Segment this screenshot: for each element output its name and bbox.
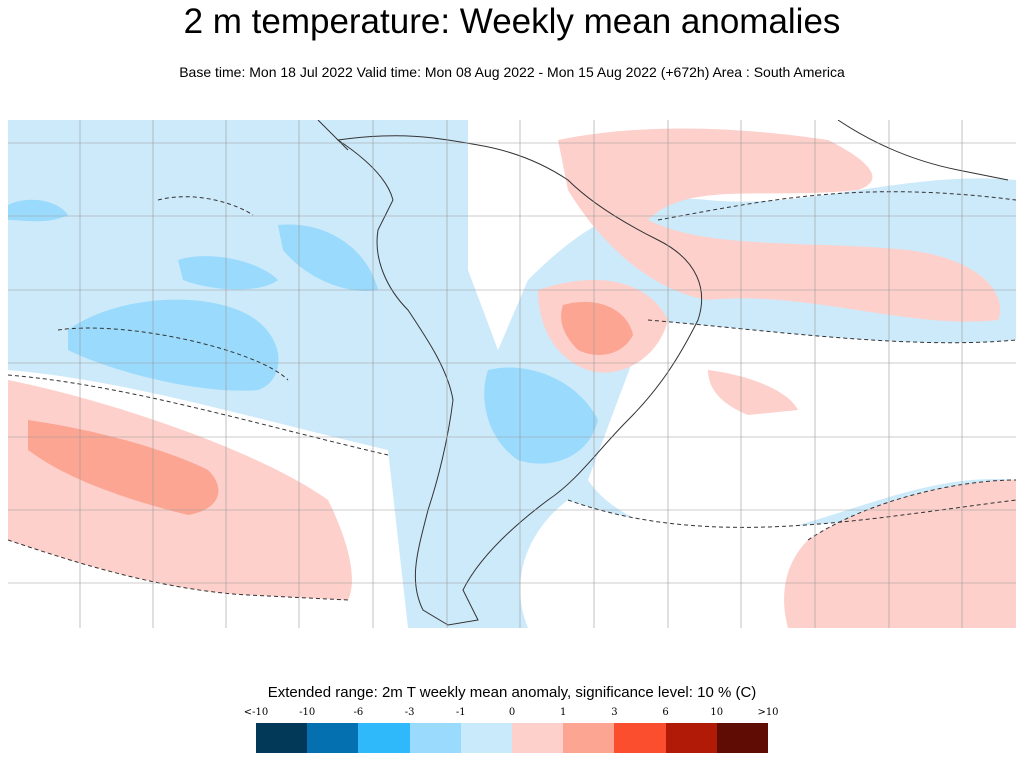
cold-anomaly bbox=[278, 224, 378, 291]
legend-swatch bbox=[563, 723, 615, 753]
map-title: 2 m temperature: Weekly mean anomalies bbox=[183, 2, 841, 41]
legend-tick-label: -10 bbox=[299, 707, 316, 718]
central-america-outline bbox=[317, 120, 1009, 181]
warm-anomaly bbox=[784, 480, 1016, 628]
significance-contours bbox=[8, 191, 1016, 601]
anomaly-map bbox=[8, 120, 1016, 628]
legend-tick-label: 10 bbox=[710, 707, 724, 718]
legend-tick-label: <-10 bbox=[243, 707, 269, 718]
warm-anomaly bbox=[708, 370, 798, 415]
legend-ticks: <-10 -10 -6 -3 -1 0 1 3 6 10 >10 bbox=[244, 707, 779, 721]
gridlines bbox=[8, 120, 1016, 628]
legend-swatch bbox=[614, 723, 666, 753]
legend-swatch bbox=[358, 723, 410, 753]
legend-tick-label: 3 bbox=[611, 707, 618, 718]
cold-anomaly bbox=[484, 367, 598, 464]
legend-swatch bbox=[512, 723, 564, 753]
legend-tick-label: -3 bbox=[404, 707, 415, 718]
legend-tick-label: -1 bbox=[455, 707, 466, 718]
legend-tick-label: 1 bbox=[560, 707, 567, 718]
warm-anomaly bbox=[28, 420, 219, 515]
legend-tick-label: 0 bbox=[508, 707, 516, 718]
south-america-outline bbox=[336, 135, 703, 626]
legend-title: Extended range: 2m T weekly mean anomaly… bbox=[267, 684, 757, 701]
legend-swatch bbox=[307, 723, 359, 753]
legend-tick-label: 6 bbox=[662, 707, 669, 718]
map-subtitle: Base time: Mon 18 Jul 2022 Valid time: M… bbox=[179, 64, 845, 80]
legend-tick-label: >10 bbox=[757, 707, 779, 718]
white-region bbox=[588, 320, 1016, 540]
cold-anomaly bbox=[178, 256, 278, 290]
legend-color-bar bbox=[256, 723, 769, 753]
legend-tick-label: -6 bbox=[353, 707, 364, 718]
legend-swatch bbox=[256, 723, 308, 753]
warm-anomaly bbox=[558, 128, 1001, 322]
legend-swatch bbox=[665, 723, 717, 753]
legend-swatch bbox=[409, 723, 461, 753]
legend-swatch bbox=[716, 723, 769, 753]
warm-anomaly bbox=[561, 301, 633, 355]
legend-swatch bbox=[460, 723, 513, 753]
